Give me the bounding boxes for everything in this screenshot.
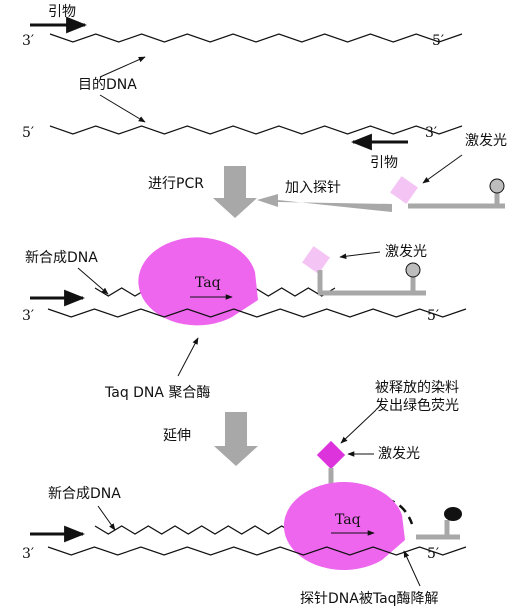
target-dna-bottom-strand [49, 125, 463, 135]
template-strand-stage2 [47, 308, 467, 318]
target-dna-top-strand [49, 33, 463, 43]
quencher-3 [444, 507, 462, 521]
fluorophore-dye-1 [390, 176, 418, 204]
excitation-light-label-2: 激发光 [385, 243, 427, 260]
excitation-light-label-1: 激发光 [465, 132, 507, 149]
primer-top-label: 引物 [48, 4, 76, 20]
excitation-arrow-1 [422, 154, 463, 184]
taq-polymerase-label: Taq DNA 聚合酶 [104, 385, 210, 401]
add-probe-label: 加入探针 [285, 180, 341, 196]
run-pcr-label: 进行PCR [148, 176, 204, 192]
taq-polymerase-1 [138, 237, 258, 326]
primer-bottom-label: 引物 [370, 155, 398, 171]
quencher-1 [489, 178, 505, 194]
extend-process-arrow [214, 412, 258, 466]
template-strand-stage3 [47, 546, 467, 556]
quencher-2 [405, 262, 421, 278]
add-probe-arrow [257, 194, 392, 212]
strand-top-5prime-label: 5′ [432, 33, 444, 49]
strand-top-3prime-label: 3′ [22, 33, 34, 49]
strand-5prime-label-stage3: 5′ [427, 546, 439, 562]
new-dna-label-2: 新合成DNA [48, 486, 121, 502]
strand-bottom-5prime-label: 5′ [22, 125, 34, 141]
new-dna-label-1: 新合成DNA [25, 250, 98, 266]
probe-degraded-label: 探针DNA被Taq酶降解 [300, 591, 439, 607]
fluorophore-dye-2 [302, 246, 330, 274]
strand-5prime-label-stage2: 5′ [427, 308, 439, 324]
probe-degraded-pointer [403, 550, 421, 587]
taq-polymerase-pointer [177, 337, 199, 377]
taq-label-2: Taq [335, 512, 361, 528]
target-dna-pointer-arrow-down [99, 94, 146, 123]
released-dye-pointer [340, 409, 377, 444]
excitation-arrow-2 [339, 251, 381, 259]
target-dna-pointer-arrow-up [99, 56, 146, 78]
extend-label: 延伸 [163, 428, 191, 444]
run-pcr-process-arrow [213, 166, 257, 218]
degraded-probe-dashes [341, 497, 414, 525]
excitation-light-label-3: 激发光 [378, 445, 420, 462]
target-dna-label: 目的DNA [78, 77, 137, 93]
released-dye-label-line2: 发出绿色荧光 [375, 397, 459, 414]
released-dye-label-line1: 被释放的染料 [375, 380, 459, 396]
strand-3prime-label-stage3: 3′ [22, 546, 34, 562]
strand-3prime-label-stage2: 3′ [22, 308, 34, 324]
strand-bottom-3prime-label: 3′ [425, 125, 437, 141]
fluorophore-dye-released [316, 440, 346, 470]
taq-label-1: Taq [195, 275, 221, 291]
new-dna-pointer-1 [77, 267, 109, 295]
new-dna-pointer-2 [97, 505, 116, 531]
